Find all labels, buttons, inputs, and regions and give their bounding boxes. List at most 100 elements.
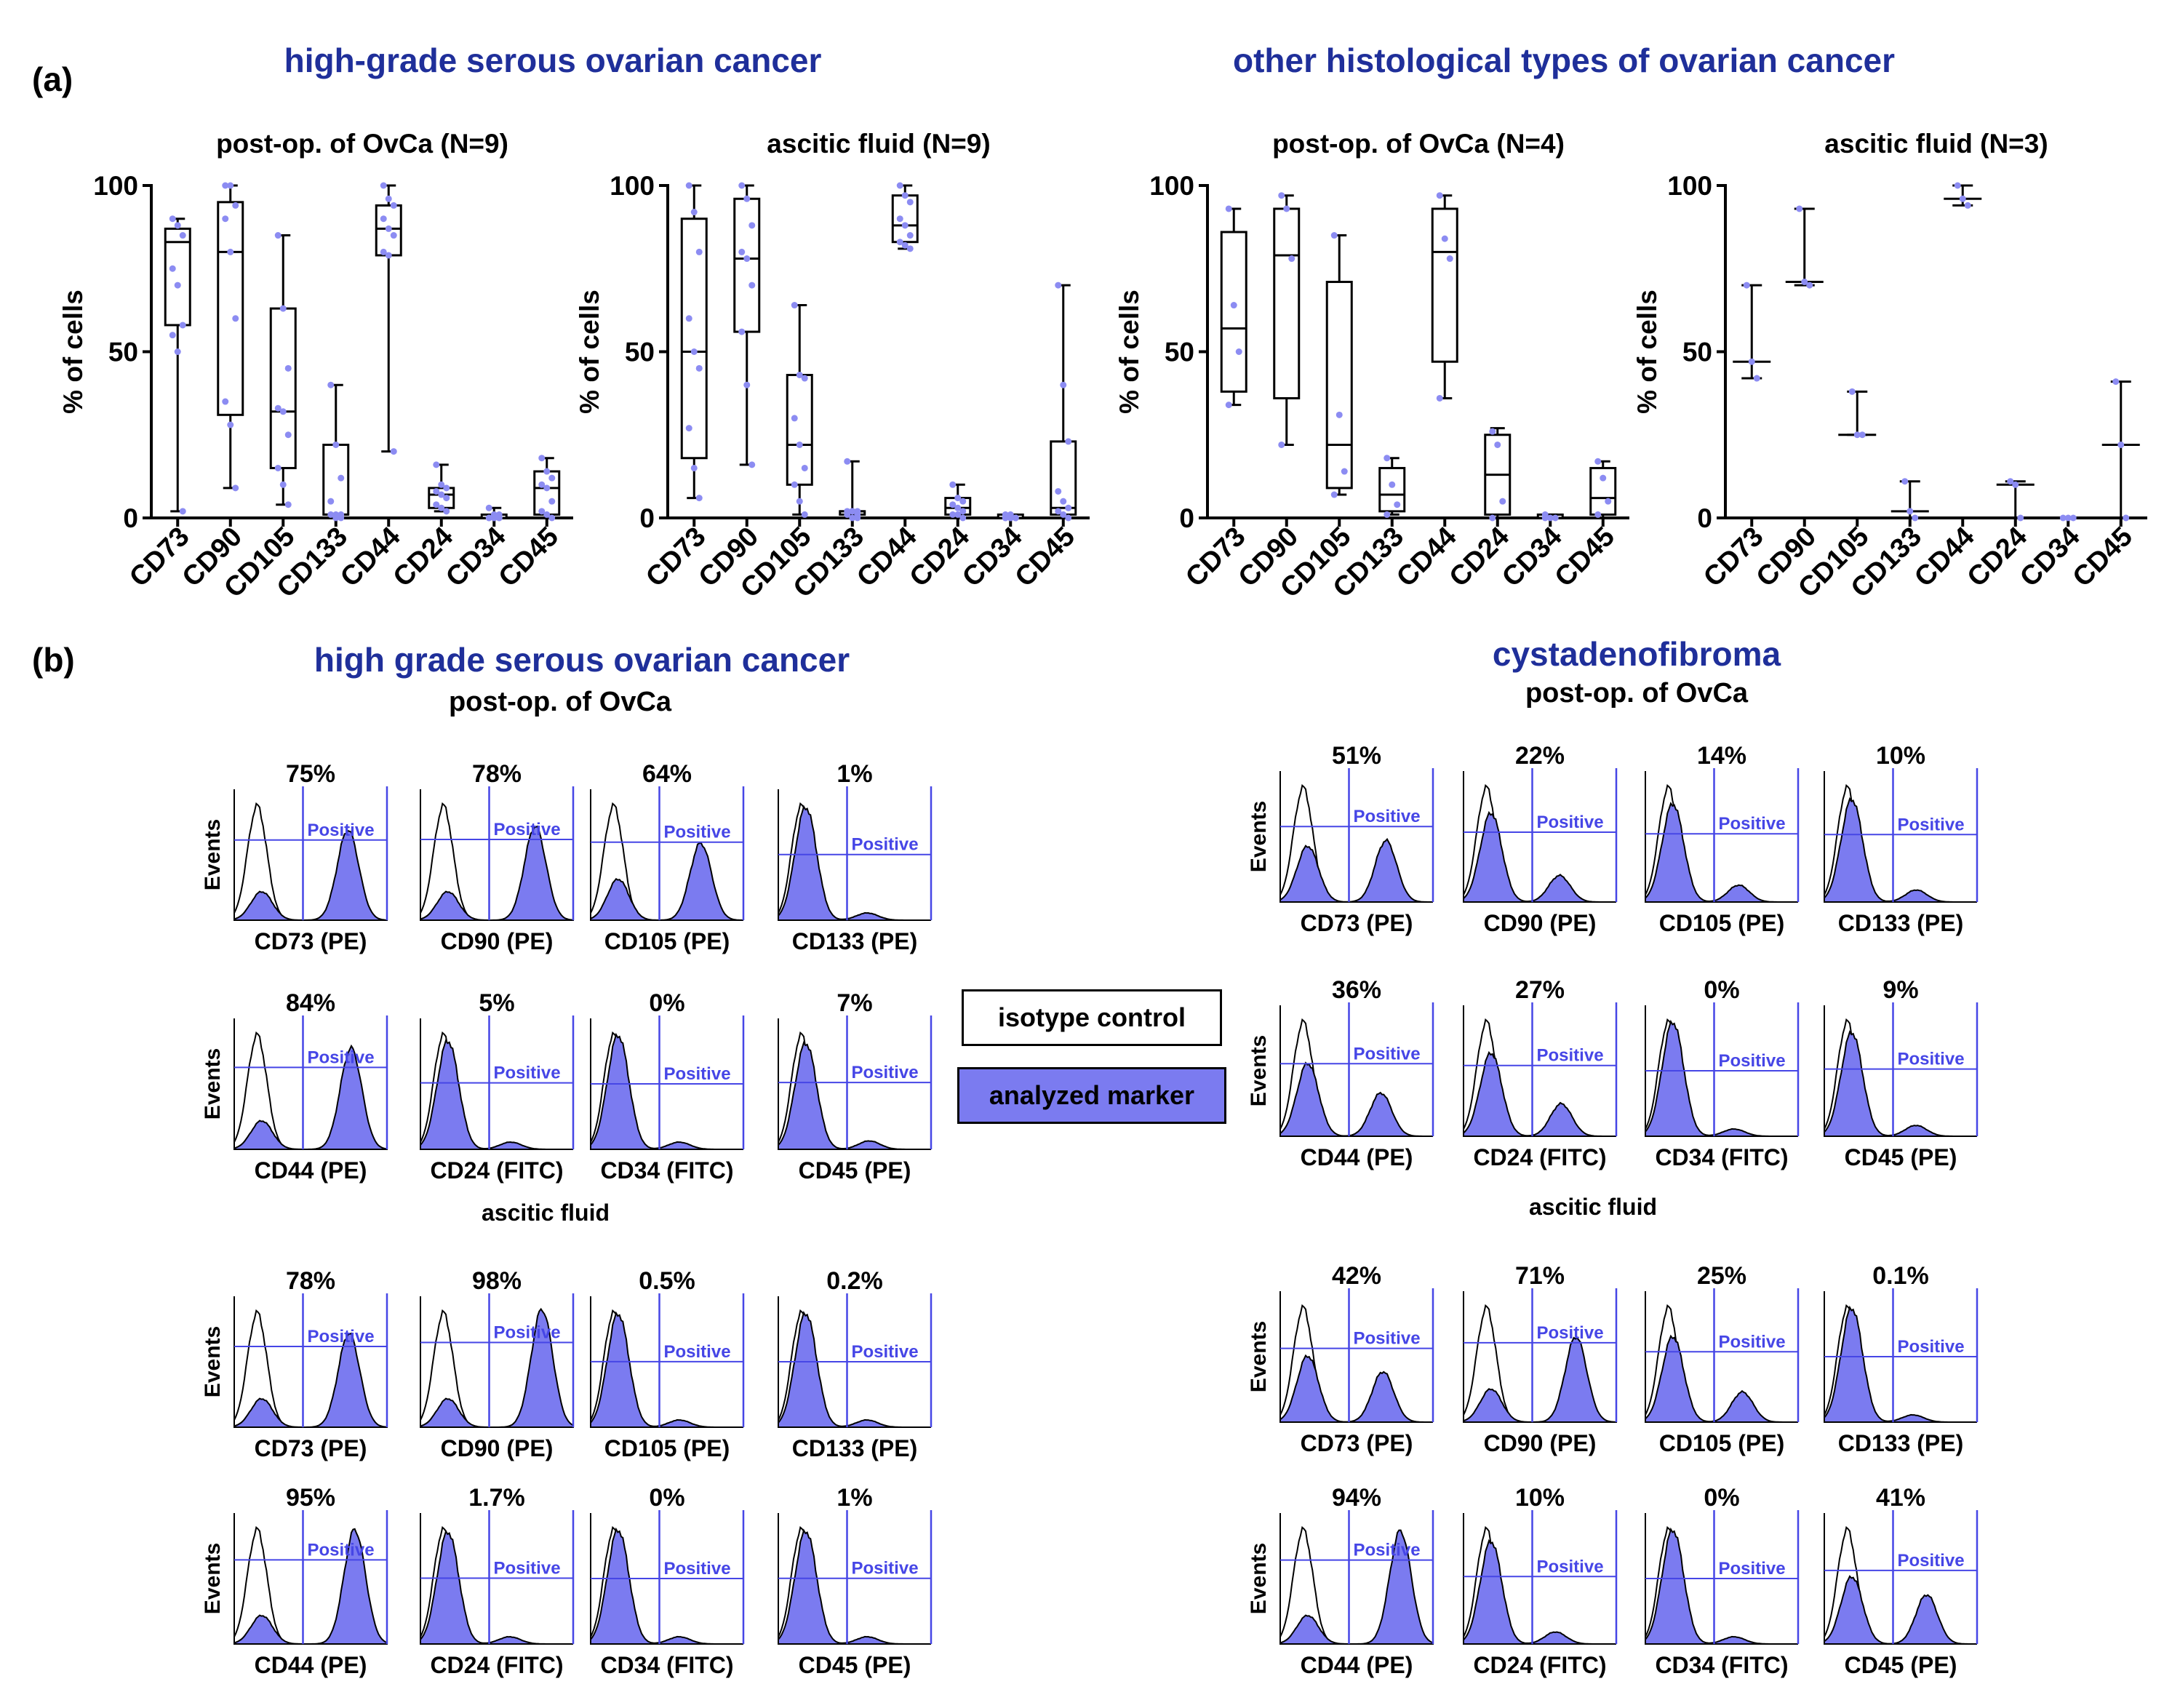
gate-positive-label: Positive	[664, 823, 731, 842]
marker-curve	[1279, 1354, 1433, 1423]
data-point	[284, 364, 292, 372]
data-point	[438, 504, 445, 511]
box-cd73	[680, 182, 708, 502]
data-point	[801, 464, 808, 471]
events-axis-label: Events	[1247, 1035, 1271, 1106]
gate-positive-label: Positive	[1719, 814, 1786, 834]
x-tick-label: CD34	[440, 522, 511, 593]
marker-curve	[590, 1032, 743, 1150]
box-cd24	[428, 461, 455, 515]
data-point	[748, 222, 756, 229]
box-iqr	[1589, 466, 1617, 516]
box-iqr	[786, 373, 813, 486]
data-point	[232, 315, 239, 322]
histogram-marker-label: CD34 (FITC)	[1655, 1652, 1788, 1678]
data-point	[1384, 511, 1391, 518]
gate-positive-label: Positive	[494, 820, 561, 839]
data-point	[949, 501, 957, 508]
histogram-marker-label: CD105 (PE)	[1659, 910, 1785, 936]
y-tick-label: 100	[1667, 171, 1712, 201]
histogram-percent: 10%	[1515, 1484, 1565, 1512]
histogram-cd24: 1.7% Positive CD24 (FITC)	[420, 1484, 575, 1678]
box-cd34	[1536, 511, 1564, 522]
data-point	[279, 408, 287, 415]
histogram-percent: 0%	[649, 1484, 684, 1512]
histogram-percent: 25%	[1697, 1262, 1746, 1290]
box-iqr	[1325, 281, 1353, 490]
histogram-percent: 0.2%	[826, 1267, 883, 1295]
data-point	[738, 182, 746, 189]
histogram-marker-label: CD133 (PE)	[1838, 910, 1964, 936]
histogram-cd73: 75% Positive CD73 (PE) Events	[201, 760, 388, 954]
data-point	[748, 282, 756, 289]
data-point	[791, 481, 798, 488]
data-point	[1389, 481, 1396, 488]
histogram-percent: 5%	[479, 989, 514, 1017]
gate-positive-label: Positive	[1898, 815, 1965, 834]
histogram-percent: 78%	[472, 760, 522, 788]
histogram-cd44: 94% Positive CD44 (PE) Events	[1247, 1484, 1434, 1678]
data-point	[2012, 481, 2019, 488]
histogram-cd44: 84% Positive CD44 (PE) Events	[201, 989, 388, 1184]
gate-positive-label: Positive	[1354, 1329, 1421, 1349]
gate-positive-label: Positive	[1354, 1541, 1421, 1560]
histogram-cd133: 0.1% Positive CD133 (PE)	[1824, 1262, 1979, 1456]
data-point	[849, 514, 856, 522]
data-point	[959, 498, 967, 505]
x-tick-label: CD24	[1444, 522, 1515, 593]
histogram-marker-label: CD73 (PE)	[255, 928, 367, 954]
y-axis-label: % of cells	[58, 290, 88, 414]
data-point	[1912, 514, 1919, 522]
ascitic-fluid-label: ascitic fluid	[482, 1200, 610, 1226]
data-point	[222, 215, 229, 223]
histogram-cd105: 64% Positive CD105 (PE)	[590, 760, 745, 954]
histogram-percent: 9%	[1882, 976, 1918, 1004]
data-point	[854, 514, 861, 522]
data-point	[222, 182, 229, 189]
gate-positive-label: Positive	[494, 1063, 561, 1083]
box-cd105	[1838, 388, 1877, 439]
data-point	[169, 215, 176, 223]
chart-title: ascitic fluid (N=3)	[1824, 129, 2048, 159]
gate-positive-label: Positive	[308, 1047, 375, 1067]
histogram-marker-label: CD133 (PE)	[1838, 1430, 1964, 1456]
histogram-percent: 22%	[1515, 742, 1565, 770]
data-point	[433, 487, 440, 495]
histogram-percent: 1%	[837, 1484, 872, 1512]
box-cd44	[1431, 192, 1458, 402]
data-point	[1055, 508, 1062, 515]
data-point	[274, 404, 282, 412]
data-point	[1848, 388, 1856, 395]
gate-positive-label: Positive	[1537, 813, 1604, 832]
data-point	[796, 441, 803, 448]
y-tick-label: 100	[93, 171, 138, 201]
histogram-cd73: 78% Positive CD73 (PE) Events	[201, 1267, 388, 1461]
histogram-marker-label: CD44 (PE)	[1301, 1652, 1413, 1678]
flow-histograms: 75% Positive CD73 (PE) Events 78% Positive CD9…	[201, 742, 1979, 1678]
data-point	[796, 498, 803, 505]
histogram-percent: 98%	[472, 1267, 522, 1295]
data-point	[1753, 375, 1760, 382]
data-point	[1012, 514, 1019, 522]
histogram-percent: 51%	[1332, 742, 1381, 770]
data-point	[443, 508, 450, 515]
data-point	[959, 508, 967, 515]
histogram-percent: 78%	[286, 1267, 335, 1295]
marker-curve	[1824, 1030, 1977, 1137]
y-tick-label: 0	[639, 503, 655, 533]
marker-curve	[1645, 1019, 1798, 1137]
data-point	[1002, 514, 1009, 522]
histogram-marker-label: CD90 (PE)	[441, 928, 554, 954]
data-point	[685, 182, 692, 189]
box-cd73	[1733, 282, 1771, 382]
data-point	[1499, 498, 1506, 505]
data-point	[227, 248, 234, 255]
gate-positive-label: Positive	[494, 1559, 561, 1579]
marker-curve	[590, 842, 744, 921]
subtitle-postop-hgsoc: post-op. of OvCa	[448, 687, 672, 717]
box-cd45	[533, 455, 561, 522]
x-tick-label: CD44	[1391, 522, 1462, 593]
data-point	[1278, 192, 1285, 199]
data-point	[901, 192, 909, 199]
box-cd34	[997, 511, 1024, 522]
